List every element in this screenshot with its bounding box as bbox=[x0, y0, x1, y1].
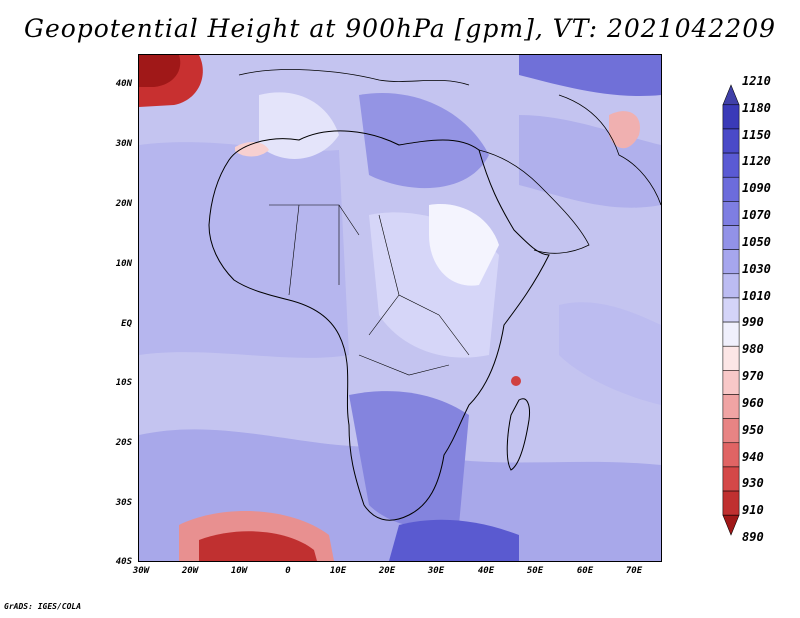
lat-label-40s: 40S bbox=[115, 557, 132, 567]
colorbar-bottom-arrow bbox=[722, 514, 740, 536]
colorbar-segment bbox=[722, 394, 740, 419]
colorbar-label: 1010 bbox=[742, 288, 771, 303]
lon-label-20w: 20W bbox=[181, 566, 199, 576]
lon-label-50e: 50E bbox=[526, 566, 544, 576]
colorbar-label: 1210 bbox=[742, 74, 771, 88]
colorbar-label: 1150 bbox=[742, 127, 771, 142]
colorbar-label: 940 bbox=[742, 449, 764, 464]
colorbar-label: 1120 bbox=[742, 154, 771, 169]
colorbar-segment bbox=[722, 152, 740, 178]
colorbar-segment bbox=[722, 490, 740, 516]
colorbar-label: 1180 bbox=[742, 100, 771, 115]
colorbar-segment bbox=[722, 418, 740, 444]
map-panel bbox=[138, 54, 662, 562]
colorbar-label: 910 bbox=[742, 503, 764, 518]
grads-credit: GrADS: IGES/COLA bbox=[4, 602, 82, 611]
colorbar-label: 990 bbox=[742, 315, 764, 330]
colorbar-top-arrow bbox=[722, 84, 740, 106]
map-field bbox=[139, 55, 661, 561]
lon-label-30e: 30E bbox=[427, 566, 445, 576]
lat-label-40n: 40N bbox=[115, 79, 132, 89]
colorbar-label: 1090 bbox=[742, 181, 771, 196]
colorbar-segment bbox=[722, 104, 740, 130]
colorbar-segment bbox=[722, 176, 740, 202]
lon-label-0: 0 bbox=[285, 566, 291, 576]
lat-label-eq: EQ bbox=[121, 319, 132, 329]
map-title: Geopotential Height at 900hPa [gpm], VT:… bbox=[23, 14, 777, 43]
lon-label-20e: 20E bbox=[378, 566, 396, 576]
lon-label-30w: 30W bbox=[132, 566, 150, 576]
colorbar-segment bbox=[722, 321, 740, 347]
colorbar-label: 950 bbox=[742, 422, 764, 437]
lat-label-20s: 20S bbox=[115, 438, 132, 448]
colorbar-segment bbox=[722, 225, 740, 250]
lat-label-10s: 10S bbox=[115, 378, 132, 388]
lat-label-30s: 30S bbox=[115, 498, 132, 508]
colorbar-segment bbox=[722, 297, 740, 323]
colorbar-segment bbox=[722, 273, 740, 299]
lon-label-10w: 10W bbox=[230, 566, 248, 576]
colorbar-label: 1070 bbox=[742, 208, 771, 223]
colorbar-segment bbox=[722, 345, 740, 371]
lon-label-10e: 10E bbox=[329, 566, 347, 576]
colorbar-label: 980 bbox=[742, 342, 764, 357]
colorbar-segment bbox=[722, 201, 740, 226]
colorbar-label: 1050 bbox=[742, 234, 771, 249]
colorbar-label: 970 bbox=[742, 369, 764, 384]
lat-label-10n: 10N bbox=[115, 259, 132, 269]
lat-label-20n: 20N bbox=[115, 199, 132, 209]
colorbar-label: 930 bbox=[742, 476, 764, 491]
colorbar-label: 1030 bbox=[742, 261, 771, 276]
lon-label-40e: 40E bbox=[477, 566, 495, 576]
colorbar-segment bbox=[722, 249, 740, 275]
lon-label-60e: 60E bbox=[576, 566, 594, 576]
colorbar-segment bbox=[722, 128, 740, 154]
colorbar-segment bbox=[722, 442, 740, 468]
colorbar bbox=[722, 84, 740, 536]
colorbar-label: 960 bbox=[742, 395, 764, 410]
colorbar-label: 890 bbox=[742, 530, 764, 544]
lon-label-70e: 70E bbox=[625, 566, 643, 576]
colorbar-segment bbox=[722, 370, 740, 395]
colorbar-segment bbox=[722, 466, 740, 492]
lat-label-30n: 30N bbox=[115, 139, 132, 149]
